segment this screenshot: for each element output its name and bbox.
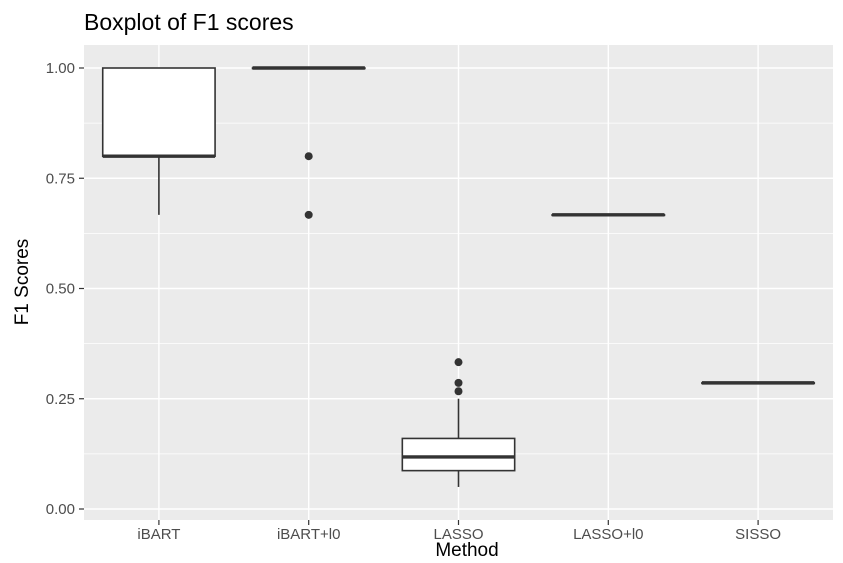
box-ibart-l0 [251, 66, 366, 219]
iqr-box [401, 437, 516, 472]
iqr-box [101, 67, 216, 157]
outlier-point [454, 378, 463, 387]
x-tick-label: SISSO [735, 526, 781, 543]
y-tick-label: 0.25 [46, 391, 75, 408]
boxes-layer [101, 66, 816, 487]
x-tick-label: LASSO+l0 [573, 526, 643, 543]
box-lasso [401, 358, 516, 487]
chart-title: Boxplot of F1 scores [84, 9, 294, 35]
box-ibart [101, 67, 216, 215]
outlier-point [454, 358, 463, 367]
y-tick-label: 0.75 [46, 170, 75, 187]
box-lasso-l0 [551, 213, 666, 217]
y-tick-label: 0.50 [46, 281, 75, 298]
x-tick-label: LASSO [433, 526, 483, 543]
y-axis-label: F1 Scores [12, 239, 33, 326]
axes-layer: 0.00 0.25 0.50 0.75 1.00 iBART iBART+l0 LASSO LA… [46, 60, 781, 543]
x-tick-label: iBART [137, 526, 180, 543]
x-tick-label: iBART+l0 [277, 526, 341, 543]
outlier-point [304, 210, 313, 219]
outlier-point [454, 387, 463, 396]
outlier-point [304, 152, 313, 161]
box-sisso [701, 381, 816, 385]
y-tick-label: 1.00 [46, 60, 75, 77]
y-tick-label: 0.00 [46, 501, 75, 518]
x-axis-label: Method [435, 540, 498, 558]
